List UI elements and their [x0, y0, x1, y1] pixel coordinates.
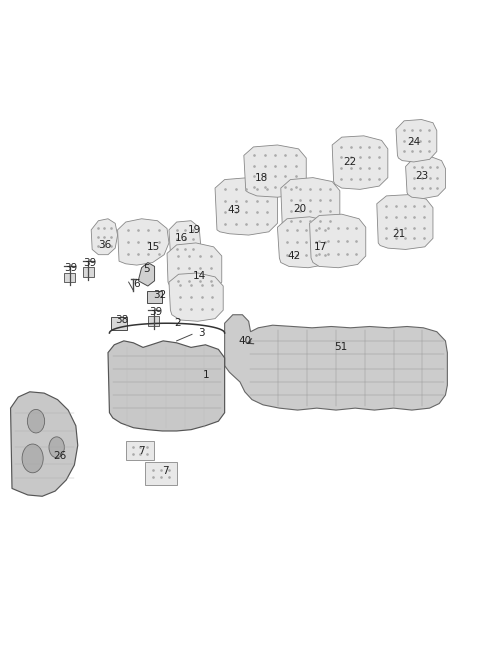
Bar	[83, 267, 94, 277]
Text: 32: 32	[153, 290, 167, 300]
Text: 42: 42	[287, 251, 300, 261]
Text: 6: 6	[133, 279, 140, 289]
Polygon shape	[167, 243, 222, 294]
Text: 7: 7	[162, 466, 169, 477]
Polygon shape	[169, 221, 201, 258]
Polygon shape	[169, 273, 223, 321]
Polygon shape	[11, 392, 78, 496]
Text: 7: 7	[138, 445, 145, 456]
Polygon shape	[406, 157, 445, 199]
Bar	[111, 317, 127, 330]
Polygon shape	[310, 214, 366, 268]
Text: 1: 1	[203, 370, 210, 381]
Text: 15: 15	[147, 242, 160, 252]
Bar	[148, 316, 159, 326]
Polygon shape	[126, 441, 154, 460]
Polygon shape	[138, 263, 155, 286]
Polygon shape	[377, 195, 433, 249]
Text: 5: 5	[143, 264, 150, 274]
Text: 22: 22	[343, 157, 356, 167]
Circle shape	[49, 437, 64, 458]
Text: 26: 26	[53, 451, 67, 461]
Text: 21: 21	[392, 229, 405, 239]
Polygon shape	[215, 178, 277, 235]
Text: 23: 23	[415, 171, 428, 182]
Text: 14: 14	[192, 270, 206, 281]
Text: 2: 2	[174, 318, 181, 328]
Polygon shape	[225, 315, 447, 410]
Text: 16: 16	[175, 233, 188, 244]
Text: 20: 20	[293, 204, 307, 214]
Polygon shape	[396, 119, 437, 162]
Text: 19: 19	[188, 225, 201, 235]
Text: 39: 39	[64, 263, 78, 273]
Text: 18: 18	[255, 172, 268, 183]
Bar	[147, 291, 162, 303]
Polygon shape	[277, 217, 335, 268]
Polygon shape	[332, 136, 388, 189]
Circle shape	[27, 409, 45, 433]
Text: 38: 38	[115, 315, 128, 325]
Text: 39: 39	[149, 307, 163, 317]
Polygon shape	[244, 145, 306, 197]
Circle shape	[22, 444, 43, 473]
Text: 3: 3	[198, 328, 205, 338]
Text: 39: 39	[84, 257, 97, 268]
Polygon shape	[91, 219, 118, 255]
Text: 17: 17	[314, 242, 327, 252]
Polygon shape	[118, 219, 169, 265]
Text: 40: 40	[238, 336, 252, 346]
Polygon shape	[108, 341, 225, 431]
Text: 24: 24	[407, 137, 420, 148]
Bar	[64, 273, 75, 282]
Polygon shape	[145, 462, 177, 485]
Polygon shape	[281, 178, 340, 232]
Text: 43: 43	[228, 205, 241, 215]
Text: 36: 36	[98, 240, 111, 250]
Text: 51: 51	[334, 342, 348, 353]
